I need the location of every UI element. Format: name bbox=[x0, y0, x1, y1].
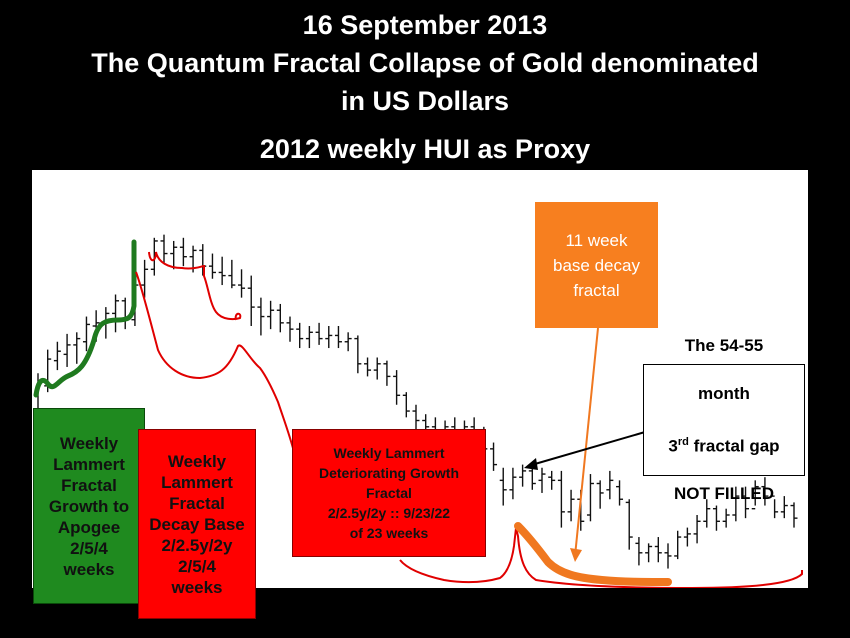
red-decay-curve-lower bbox=[135, 271, 295, 453]
orange-arrow-head bbox=[570, 548, 582, 562]
ohlc-bar bbox=[742, 486, 750, 519]
ohlc-bar bbox=[693, 515, 701, 544]
orange-arrow-line bbox=[574, 327, 599, 557]
ohlc-bar bbox=[761, 477, 769, 506]
ohlc-bar bbox=[606, 470, 614, 500]
ohlc-chart bbox=[33, 234, 803, 588]
ohlc-bar bbox=[354, 335, 362, 374]
ohlc-bar bbox=[82, 316, 90, 352]
ohlc-bar bbox=[412, 404, 420, 430]
title-line-1: 16 September 2013 bbox=[302, 10, 548, 40]
ohlc-bar bbox=[625, 499, 633, 550]
ohlc-bar bbox=[509, 467, 517, 500]
ohlc-bar bbox=[208, 253, 216, 279]
ohlc-bar bbox=[519, 464, 527, 487]
ohlc-bar bbox=[557, 470, 565, 528]
orange-decay-box: 11 week base decay fractal bbox=[535, 202, 658, 328]
ohlc-bar bbox=[732, 486, 740, 522]
ohlc-bar bbox=[383, 360, 391, 386]
ohlc-bar bbox=[790, 502, 798, 528]
ohlc-bar bbox=[305, 326, 313, 349]
ohlc-bar bbox=[780, 496, 788, 519]
ohlc-bar bbox=[141, 259, 149, 298]
gap-arrow-line bbox=[527, 431, 646, 467]
ohlc-bar bbox=[199, 244, 207, 276]
ohlc-bar bbox=[616, 480, 624, 506]
green-growth-box: Weekly Lammert Fractal Growth to Apogee … bbox=[33, 408, 145, 604]
ohlc-bar bbox=[654, 537, 662, 563]
ohlc-bar bbox=[276, 303, 284, 333]
red-decay-curve-upper bbox=[148, 251, 242, 321]
gap-line-4: NOT FILLED bbox=[673, 484, 775, 504]
gap-box: The 54-55 month 3rd fractal gap NOT FILL… bbox=[643, 336, 805, 503]
ohlc-bar bbox=[325, 326, 333, 349]
title-line-3: in US Dollars bbox=[340, 86, 510, 116]
ohlc-bar bbox=[364, 357, 372, 377]
gap-line-2: month bbox=[698, 383, 750, 403]
ohlc-bar bbox=[567, 489, 575, 522]
ohlc-bar bbox=[771, 495, 779, 519]
ohlc-bar bbox=[296, 322, 304, 349]
ohlc-bar bbox=[257, 297, 265, 336]
ohlc-bar bbox=[373, 357, 381, 380]
ohlc-bar bbox=[73, 332, 81, 364]
ohlc-bar bbox=[393, 370, 401, 405]
ohlc-bar bbox=[499, 467, 507, 506]
ohlc-bar bbox=[490, 442, 498, 471]
ohlc-bar bbox=[63, 333, 71, 367]
ohlc-bar bbox=[112, 294, 120, 333]
ohlc-bar bbox=[635, 537, 643, 566]
ohlc-bar bbox=[179, 237, 187, 267]
ohlc-bar bbox=[247, 275, 255, 326]
ohlc-bar bbox=[160, 234, 168, 263]
ohlc-bar bbox=[286, 316, 294, 342]
gap-arrow-head bbox=[524, 458, 538, 470]
ohlc-bar bbox=[170, 240, 178, 270]
red-deteriorating-curve bbox=[399, 527, 803, 588]
ohlc-bar bbox=[722, 508, 730, 528]
ohlc-bar bbox=[334, 326, 342, 349]
ohlc-bar bbox=[548, 470, 556, 490]
ohlc-bar bbox=[703, 499, 711, 528]
ohlc-bars bbox=[34, 234, 798, 569]
red-deteriorating-box: Weekly Lammert Deteriorating Growth Frac… bbox=[292, 429, 486, 557]
title-line-2: The Quantum Fractal Collapse of Gold den… bbox=[91, 48, 759, 78]
ohlc-bar bbox=[150, 237, 158, 276]
orange-decay-curve bbox=[514, 522, 672, 586]
title-line-4: 2012 weekly HUI as Proxy bbox=[259, 134, 591, 164]
ohlc-bar bbox=[538, 467, 546, 493]
ohlc-bar bbox=[218, 256, 226, 286]
gap-line-1: The 54-55 bbox=[684, 335, 764, 355]
ohlc-bar bbox=[712, 505, 720, 531]
ohlc-bar bbox=[267, 300, 275, 330]
ohlc-bar bbox=[674, 530, 682, 560]
gap-line-3: 3rd fractal gap bbox=[668, 435, 780, 456]
ohlc-bar bbox=[228, 259, 236, 289]
ohlc-bar bbox=[53, 341, 61, 371]
red-decay-box: Weekly Lammert Fractal Decay Base 2/2.5y… bbox=[138, 429, 256, 619]
green-growth-curve bbox=[33, 239, 137, 398]
ohlc-bar bbox=[344, 332, 352, 352]
ohlc-bar bbox=[586, 474, 594, 522]
ohlc-bar bbox=[238, 269, 246, 298]
ohlc-bar bbox=[751, 480, 759, 510]
ohlc-bar bbox=[596, 480, 604, 509]
ohlc-bar bbox=[645, 543, 653, 563]
ohlc-bar bbox=[683, 527, 691, 547]
ohlc-bar bbox=[121, 297, 129, 330]
ohlc-bar bbox=[315, 322, 323, 345]
ohlc-bar bbox=[664, 543, 672, 569]
ohlc-bar bbox=[402, 392, 410, 418]
